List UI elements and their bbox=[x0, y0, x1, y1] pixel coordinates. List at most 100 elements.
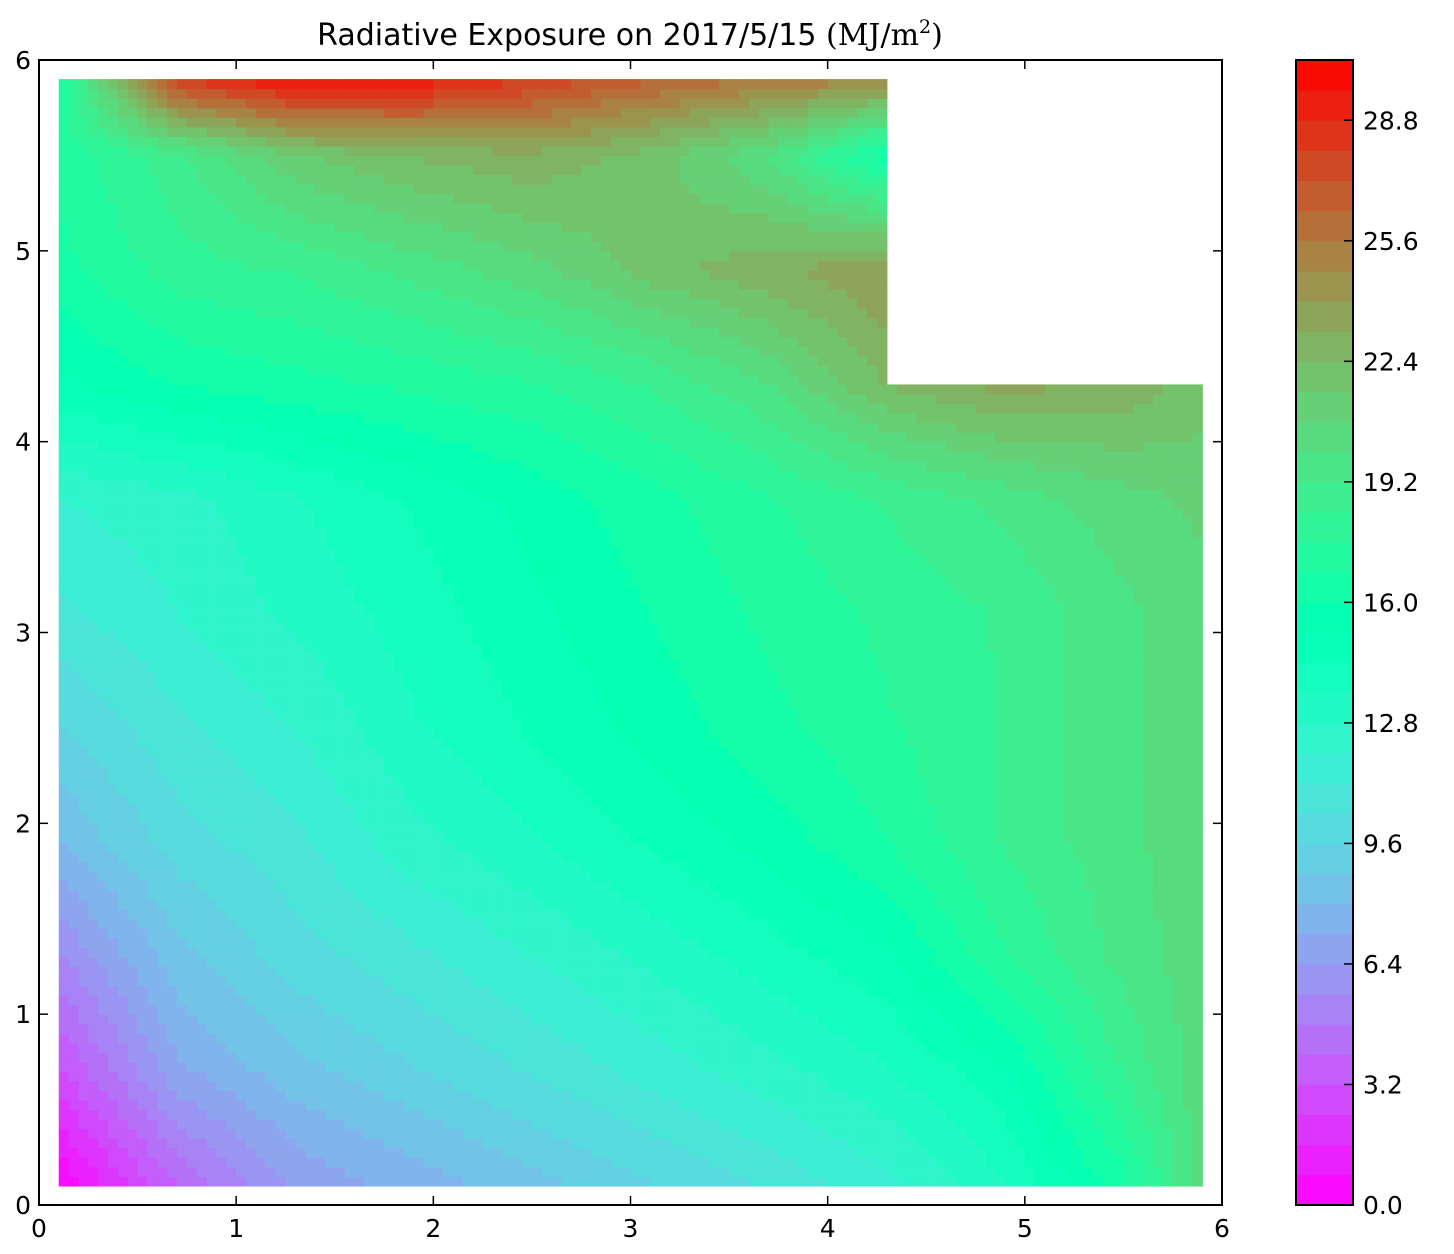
contour-cell bbox=[995, 1023, 1006, 1034]
contour-cell bbox=[817, 785, 829, 796]
contour-cell bbox=[640, 842, 651, 853]
contour-cell bbox=[1152, 1014, 1164, 1025]
contour-cell bbox=[886, 1080, 898, 1092]
contour-cell bbox=[857, 995, 868, 1006]
contour-cell bbox=[108, 880, 119, 891]
contour-cell bbox=[206, 1042, 218, 1053]
contour-cell bbox=[522, 890, 533, 901]
contour-cell bbox=[334, 966, 346, 977]
contour-cell bbox=[98, 1109, 109, 1120]
contour-cell bbox=[738, 832, 750, 844]
contour-cell bbox=[285, 956, 296, 968]
contour-cell bbox=[630, 1166, 641, 1177]
contour-cell bbox=[78, 842, 89, 853]
contour-cell bbox=[985, 871, 996, 882]
contour-cell bbox=[413, 1080, 425, 1092]
contour-cell bbox=[236, 1147, 247, 1158]
contour-cell bbox=[462, 832, 474, 844]
contour-cell bbox=[1133, 785, 1144, 796]
contour-cell bbox=[1064, 956, 1075, 968]
contour-cell bbox=[462, 1042, 474, 1053]
contour-cell bbox=[985, 861, 996, 872]
contour-cell bbox=[896, 1109, 908, 1120]
contour-cell bbox=[196, 1071, 208, 1082]
contour-cell bbox=[374, 785, 385, 796]
contour-cell bbox=[660, 909, 671, 920]
contour-cell bbox=[117, 966, 129, 977]
contour-cell bbox=[196, 1166, 208, 1177]
contour-cell bbox=[926, 966, 937, 977]
contour-cell bbox=[995, 851, 1006, 863]
contour-cell bbox=[719, 1042, 730, 1053]
contour-cell bbox=[147, 1080, 158, 1092]
contour-cell bbox=[1093, 1128, 1105, 1139]
contour-cell bbox=[117, 785, 129, 796]
contour-cell bbox=[443, 842, 454, 853]
contour-cell bbox=[837, 1014, 848, 1025]
contour-cell bbox=[1034, 1014, 1046, 1025]
contour-cell bbox=[492, 785, 503, 796]
contour-cell bbox=[117, 1138, 129, 1149]
contour-cell bbox=[98, 947, 109, 958]
contour-cell bbox=[906, 918, 917, 929]
contour-cell bbox=[98, 1080, 109, 1092]
contour-cell bbox=[68, 1166, 80, 1177]
contour-cell bbox=[1034, 1176, 1046, 1187]
contour-cell bbox=[837, 1166, 848, 1177]
contour-cell bbox=[995, 1128, 1006, 1139]
contour-cell bbox=[384, 851, 395, 863]
contour-cell bbox=[246, 861, 257, 872]
contour-cell bbox=[1143, 899, 1154, 910]
contour-cell bbox=[551, 823, 563, 834]
contour-cell bbox=[738, 880, 750, 891]
contour-cell bbox=[985, 1138, 996, 1149]
contour-cell bbox=[985, 794, 996, 805]
contour-cell bbox=[443, 1128, 454, 1139]
contour-cell bbox=[581, 1004, 592, 1015]
contour-cell bbox=[1044, 1004, 1056, 1015]
contour-cell bbox=[640, 1176, 651, 1187]
contour-cell bbox=[827, 966, 839, 977]
contour-cell bbox=[650, 1166, 661, 1177]
contour-cell bbox=[1093, 1061, 1105, 1073]
contour-cell bbox=[896, 947, 908, 958]
contour-cell bbox=[719, 785, 730, 796]
contour-cell bbox=[295, 1080, 306, 1092]
contour-cell bbox=[236, 976, 247, 987]
contour-cell bbox=[512, 851, 523, 863]
contour-cell bbox=[531, 976, 543, 987]
contour-cell bbox=[807, 1014, 819, 1025]
contour-cell bbox=[157, 842, 168, 853]
contour-cell bbox=[68, 937, 80, 948]
contour-cell bbox=[788, 909, 799, 920]
contour-cell bbox=[906, 1071, 917, 1082]
contour-cell bbox=[620, 937, 632, 948]
contour-cell bbox=[916, 851, 927, 863]
contour-cell bbox=[384, 785, 395, 796]
contour-cell bbox=[364, 1080, 375, 1092]
contour-cell bbox=[788, 1128, 799, 1139]
contour-cell bbox=[78, 1033, 89, 1044]
contour-cell bbox=[1083, 1033, 1095, 1044]
contour-cell bbox=[985, 956, 996, 968]
contour-cell bbox=[660, 1157, 671, 1168]
contour-cell bbox=[364, 1157, 375, 1168]
contour-cell bbox=[315, 976, 326, 987]
contour-cell bbox=[541, 909, 553, 920]
contour-cell bbox=[108, 995, 119, 1006]
contour-cell bbox=[502, 947, 513, 958]
contour-cell bbox=[965, 899, 977, 910]
contour-cell bbox=[610, 1052, 622, 1063]
contour-cell bbox=[512, 832, 523, 844]
contour-cell bbox=[906, 1023, 917, 1034]
contour-cell bbox=[186, 1090, 198, 1101]
contour-cell bbox=[285, 1014, 296, 1025]
contour-cell bbox=[147, 1100, 158, 1111]
contour-cell bbox=[295, 832, 306, 844]
contour-cell bbox=[581, 785, 592, 796]
contour-cell bbox=[502, 861, 513, 872]
contour-cell bbox=[344, 775, 356, 786]
contour-cell bbox=[975, 1119, 986, 1130]
contour-cell bbox=[1074, 1014, 1085, 1025]
contour-cell bbox=[384, 966, 395, 977]
